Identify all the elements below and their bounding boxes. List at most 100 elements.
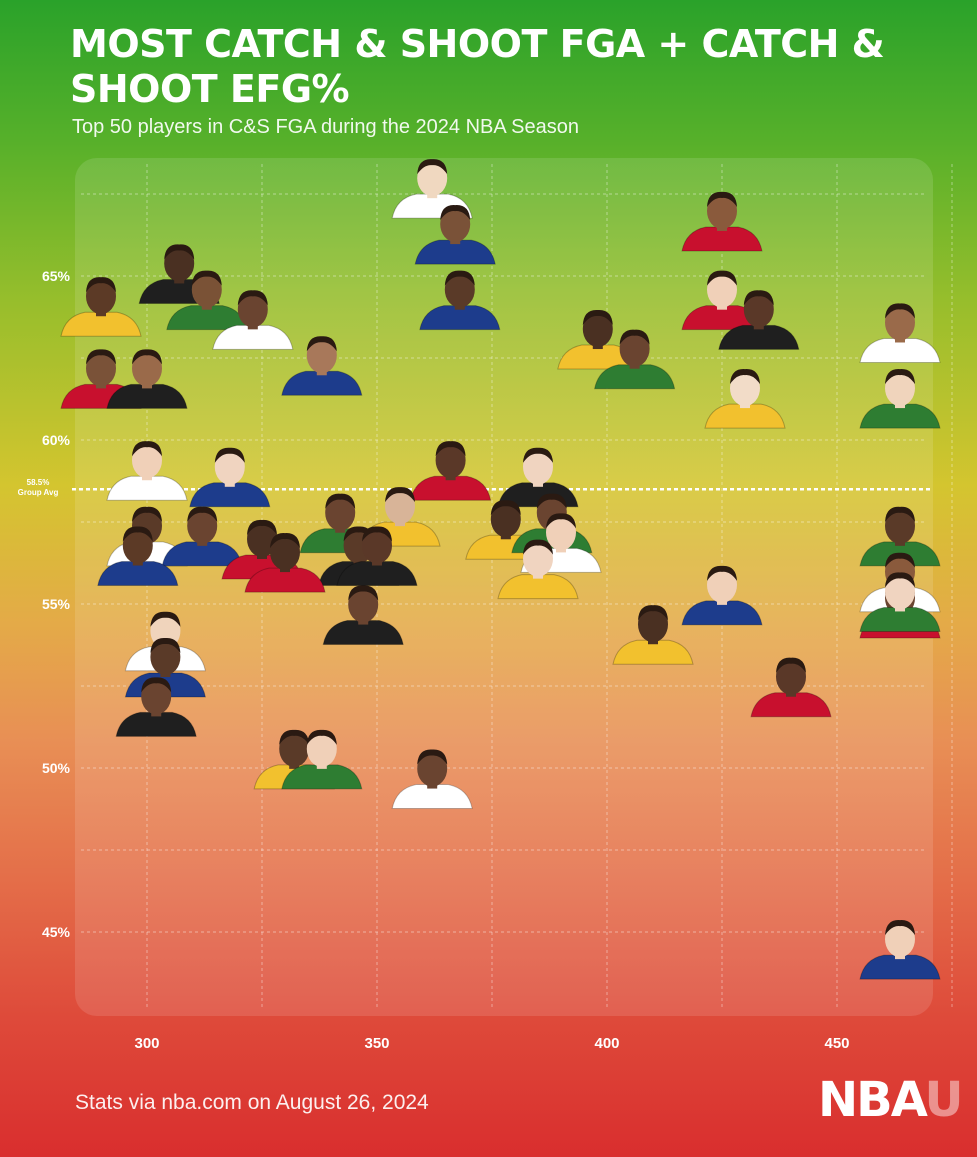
data-point [557, 309, 639, 370]
y-tick-label: 45% [42, 924, 71, 940]
player-head [730, 370, 760, 407]
player-hair [743, 290, 774, 306]
player-hair [164, 244, 195, 260]
player-head [440, 206, 471, 243]
player-jersey [859, 606, 941, 632]
player-hair [707, 191, 737, 207]
source-note: Stats via nba.com on August 26, 2024 [75, 1091, 429, 1114]
player-jersey [859, 954, 941, 980]
data-point [336, 526, 418, 587]
player-hair [707, 565, 737, 581]
player-jersey [336, 561, 418, 587]
player-head [523, 540, 553, 577]
data-point [212, 290, 294, 350]
data-point [593, 329, 676, 390]
player-hair [435, 441, 466, 457]
player-head [348, 586, 379, 623]
data-point [859, 572, 941, 632]
player-hair [150, 611, 181, 627]
player-head [150, 639, 181, 676]
player-hair [270, 533, 300, 549]
chart-subtitle: Top 50 players in C&S FGA during the 202… [72, 116, 579, 138]
data-points [60, 159, 941, 980]
player-head [214, 448, 245, 485]
data-point [391, 159, 473, 219]
player-jersey [212, 324, 294, 350]
player-head [885, 507, 915, 544]
player-head [707, 271, 737, 308]
player-jersey [189, 482, 271, 508]
data-point [750, 657, 832, 718]
x-tick-label: 300 [134, 1035, 159, 1052]
player-hair [141, 677, 172, 693]
player-hair [306, 729, 337, 745]
data-point [612, 605, 694, 665]
player-head [187, 507, 218, 544]
data-point [859, 920, 941, 980]
player-hair [247, 519, 277, 535]
player-jersey [419, 305, 501, 331]
player-head [490, 501, 521, 538]
player-head [417, 750, 448, 787]
player-head [247, 520, 277, 557]
player-jersey [409, 475, 492, 501]
player-head [885, 921, 915, 958]
player-head [86, 278, 116, 315]
player-head [279, 730, 310, 767]
grid-lines [81, 164, 953, 1010]
player-hair [523, 539, 553, 555]
data-point [97, 526, 179, 587]
player-jersey [281, 764, 363, 790]
player-jersey [593, 364, 676, 390]
player-hair [279, 729, 310, 745]
player-head [132, 350, 162, 387]
data-point [106, 441, 188, 501]
player-jersey [97, 561, 179, 587]
player-jersey [612, 639, 694, 665]
player-jersey [115, 711, 197, 737]
data-point [859, 303, 941, 363]
data-point [281, 336, 363, 396]
player-jersey [106, 383, 188, 409]
nbau-logo: NBAU [818, 1072, 963, 1128]
data-point [859, 369, 941, 429]
group-average-label: Group Avg [18, 488, 59, 497]
player-head [619, 330, 650, 367]
data-point [681, 565, 763, 626]
player-hair [885, 369, 915, 385]
player-jersey [106, 475, 188, 501]
data-point [409, 441, 492, 501]
player-jersey [704, 403, 786, 429]
player-hair [730, 369, 760, 385]
data-point [60, 277, 142, 337]
player-hair [638, 605, 668, 621]
player-hair [362, 526, 392, 542]
player-hair [237, 290, 268, 306]
data-point [106, 349, 188, 409]
player-head [707, 566, 737, 603]
data-point [189, 447, 271, 508]
player-head [306, 337, 337, 374]
player-hair [885, 552, 915, 568]
player-hair [122, 526, 153, 542]
player-hair [187, 506, 218, 522]
player-hair [191, 270, 222, 286]
player-jersey [244, 567, 326, 593]
player-hair [132, 441, 162, 457]
data-point [704, 369, 786, 429]
player-jersey [859, 403, 941, 429]
data-point [244, 533, 326, 593]
player-head [86, 350, 116, 387]
player-head [191, 271, 222, 308]
player-jersey [718, 324, 800, 350]
player-hair [885, 303, 915, 319]
player-hair [619, 329, 650, 345]
player-hair [536, 493, 567, 509]
player-head [444, 271, 475, 308]
chart-title: MOST CATCH & SHOOT FGA + CATCH & SHOOT E… [70, 22, 885, 111]
player-jersey [391, 784, 473, 810]
player-hair [444, 270, 475, 286]
player-head [164, 245, 195, 282]
player-head [776, 658, 806, 695]
